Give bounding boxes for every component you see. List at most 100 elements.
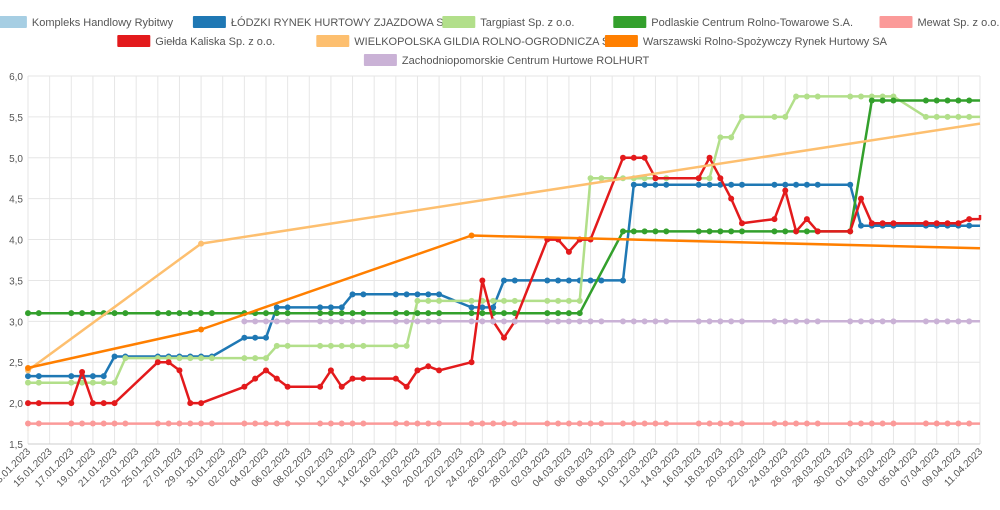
data-point[interactable] [706, 181, 713, 188]
data-point[interactable] [338, 420, 345, 427]
data-point[interactable] [620, 154, 626, 161]
data-point[interactable] [728, 195, 735, 202]
legend-item-zachodniopomorskie-centrum-hurtowe-rolhurt[interactable]: Zachodniopomorskie Centrum Hurtowe ROLHU… [363, 54, 650, 67]
data-point[interactable] [241, 318, 248, 325]
data-point[interactable] [966, 222, 973, 229]
data-point[interactable] [122, 310, 129, 317]
data-point[interactable] [154, 420, 161, 427]
data-point[interactable] [544, 277, 551, 284]
data-point[interactable] [317, 383, 324, 390]
data-point[interactable] [890, 97, 897, 104]
data-point[interactable] [728, 420, 735, 427]
data-point[interactable] [490, 420, 497, 427]
data-point[interactable] [966, 420, 973, 427]
data-point[interactable] [555, 318, 562, 325]
data-point[interactable] [187, 400, 194, 407]
data-point[interactable] [425, 297, 432, 304]
legend-item-podlaskie-centrum-rolno-towarowe-s-a[interactable]: Podlaskie Centrum Rolno-Towarowe S.A. [613, 16, 853, 29]
data-point[interactable] [847, 93, 854, 100]
data-point[interactable] [414, 420, 421, 427]
data-point[interactable] [868, 220, 875, 227]
data-point[interactable] [122, 355, 129, 362]
data-point[interactable] [327, 420, 334, 427]
data-point[interactable] [544, 310, 551, 317]
data-point[interactable] [501, 277, 507, 284]
data-point[interactable] [511, 318, 518, 325]
data-point[interactable] [338, 304, 345, 311]
data-point[interactable] [284, 318, 291, 325]
data-point[interactable] [284, 304, 291, 311]
data-point[interactable] [706, 318, 713, 325]
data-point[interactable] [630, 420, 637, 427]
data-point[interactable] [955, 420, 962, 427]
data-point[interactable] [25, 379, 31, 386]
data-point[interactable] [176, 310, 183, 317]
data-point[interactable] [728, 134, 735, 141]
data-point[interactable] [317, 304, 324, 311]
data-point[interactable] [663, 181, 670, 188]
legend-item-wielkopolska-gildia-rolno-ogrodnicza-s-a[interactable]: WIELKOPOLSKA GILDIA ROLNO-OGRODNICZA S.A… [316, 35, 623, 48]
data-point[interactable] [338, 318, 345, 325]
data-point[interactable] [641, 181, 648, 188]
data-point[interactable] [479, 318, 486, 325]
data-point[interactable] [739, 318, 745, 325]
data-point[interactable] [122, 420, 129, 427]
data-point[interactable] [338, 342, 345, 349]
legend-item-targpiast-sp-z-o-o[interactable]: Targpiast Sp. z o.o. [442, 16, 574, 29]
data-point[interactable] [717, 175, 724, 182]
data-point[interactable] [587, 277, 594, 284]
data-point[interactable] [241, 334, 248, 341]
data-point[interactable] [468, 297, 475, 304]
data-point[interactable] [208, 355, 215, 362]
data-point[interactable] [793, 318, 800, 325]
data-point[interactable] [403, 420, 410, 427]
data-point[interactable] [803, 420, 810, 427]
data-point[interactable] [501, 297, 507, 304]
data-point[interactable] [771, 113, 778, 120]
data-point[interactable] [728, 318, 735, 325]
legend-item-lodzki-rynek-hurtowy-zjazdowa-s-a[interactable]: ŁÓDZKI RYNEK HURTOWY ZJAZDOWA S.A. [192, 16, 457, 29]
data-point[interactable] [198, 400, 205, 407]
legend-item-warszawski-rolno-spozywczy-rynek-hurtowy-sa[interactable]: Warszawski Rolno-Spożywczy Rynek Hurtowy… [604, 35, 888, 48]
data-point[interactable] [598, 277, 605, 284]
data-point[interactable] [360, 310, 367, 317]
data-point[interactable] [501, 318, 507, 325]
data-point[interactable] [392, 342, 399, 349]
data-point[interactable] [436, 318, 443, 325]
data-point[interactable] [360, 291, 367, 298]
data-point[interactable] [425, 310, 432, 317]
data-point[interactable] [187, 310, 194, 317]
data-point[interactable] [165, 359, 172, 366]
data-point[interactable] [803, 93, 810, 100]
data-point[interactable] [403, 291, 410, 298]
data-point[interactable] [317, 318, 324, 325]
data-point[interactable] [263, 334, 269, 341]
data-point[interactable] [436, 297, 443, 304]
data-point[interactable] [360, 375, 367, 382]
data-point[interactable] [263, 310, 269, 317]
data-point[interactable] [414, 297, 421, 304]
data-point[interactable] [782, 187, 789, 194]
data-point[interactable] [944, 420, 951, 427]
data-point[interactable] [803, 216, 810, 223]
data-point[interactable] [263, 318, 269, 325]
data-point[interactable] [933, 318, 940, 325]
data-point[interactable] [803, 318, 810, 325]
data-point[interactable] [273, 304, 280, 311]
data-point[interactable] [922, 220, 929, 227]
data-point[interactable] [436, 310, 443, 317]
data-point[interactable] [35, 379, 42, 386]
data-point[interactable] [847, 318, 854, 325]
data-point[interactable] [198, 240, 205, 247]
data-point[interactable] [739, 113, 745, 120]
data-point[interactable] [955, 113, 962, 120]
data-point[interactable] [739, 181, 745, 188]
data-point[interactable] [111, 400, 118, 407]
data-point[interactable] [793, 93, 800, 100]
data-point[interactable] [858, 93, 864, 100]
data-point[interactable] [425, 363, 432, 370]
data-point[interactable] [100, 379, 107, 386]
data-point[interactable] [565, 318, 572, 325]
data-point[interactable] [252, 334, 259, 341]
data-point[interactable] [425, 318, 432, 325]
